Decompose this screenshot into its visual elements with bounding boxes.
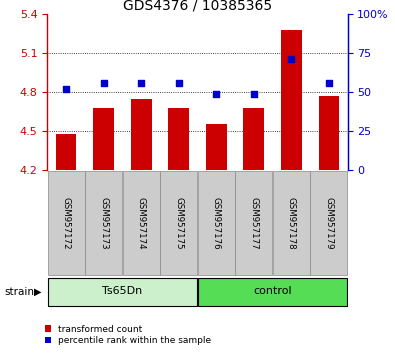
Point bbox=[251, 91, 257, 96]
Text: ▶: ▶ bbox=[34, 287, 41, 297]
Text: GSM957179: GSM957179 bbox=[324, 197, 333, 249]
Bar bbox=[131, 98, 152, 170]
Bar bbox=[243, 108, 264, 170]
Point bbox=[175, 80, 182, 86]
Text: GSM957172: GSM957172 bbox=[62, 197, 71, 249]
Bar bbox=[198, 278, 348, 306]
Text: GSM957173: GSM957173 bbox=[99, 197, 108, 249]
Text: strain: strain bbox=[4, 287, 34, 297]
Point bbox=[288, 57, 295, 62]
Bar bbox=[310, 171, 348, 275]
Text: GSM957174: GSM957174 bbox=[137, 197, 146, 249]
Point bbox=[100, 80, 107, 86]
Text: GSM957176: GSM957176 bbox=[212, 197, 221, 249]
Bar bbox=[122, 171, 160, 275]
Legend: transformed count, percentile rank within the sample: transformed count, percentile rank withi… bbox=[44, 324, 213, 346]
Text: GSM957175: GSM957175 bbox=[174, 197, 183, 249]
Bar bbox=[273, 171, 310, 275]
Bar bbox=[56, 133, 77, 170]
Bar bbox=[198, 171, 235, 275]
Point bbox=[63, 86, 70, 92]
Bar bbox=[93, 108, 114, 170]
Bar bbox=[47, 278, 198, 306]
Bar bbox=[318, 96, 339, 170]
Point bbox=[213, 91, 220, 96]
Text: control: control bbox=[253, 286, 292, 296]
Bar bbox=[168, 108, 189, 170]
Text: GSM957178: GSM957178 bbox=[287, 197, 296, 249]
Bar bbox=[47, 171, 85, 275]
Bar bbox=[160, 171, 198, 275]
Point bbox=[138, 80, 145, 86]
Bar bbox=[85, 171, 122, 275]
Bar bbox=[206, 125, 227, 170]
Text: GSM957177: GSM957177 bbox=[249, 197, 258, 249]
Bar bbox=[235, 171, 273, 275]
Text: Ts65Dn: Ts65Dn bbox=[102, 286, 143, 296]
Title: GDS4376 / 10385365: GDS4376 / 10385365 bbox=[123, 0, 272, 13]
Bar bbox=[281, 30, 302, 170]
Point bbox=[326, 80, 332, 86]
